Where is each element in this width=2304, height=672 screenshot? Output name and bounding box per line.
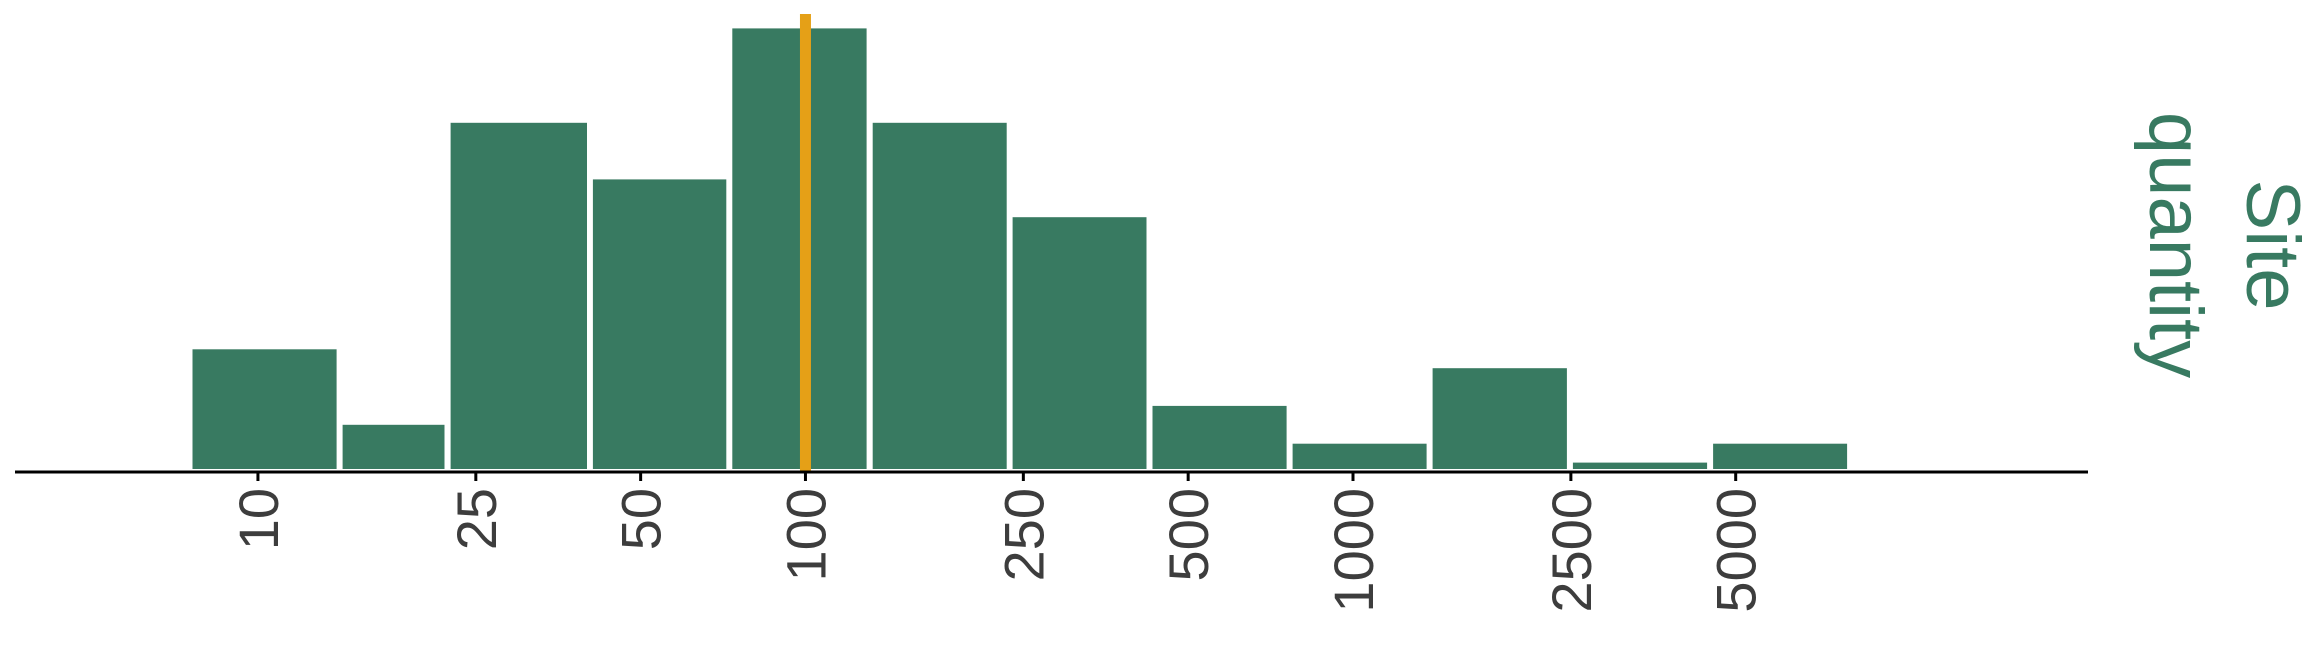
bar-9: [1432, 368, 1567, 469]
bar-6: [1012, 217, 1147, 469]
bar-0: [192, 349, 337, 469]
side-title: Site quantity: [2133, 112, 2304, 378]
x-ticks-group: 10 25 50 100 250 500 1000 2500 5000: [227, 472, 1768, 613]
bar-4: [732, 28, 867, 470]
bar-1: [342, 424, 445, 469]
bar-3: [592, 179, 727, 469]
x-tick-label: 2500: [1540, 488, 1603, 613]
bar-5: [872, 122, 1007, 470]
bar-2: [450, 122, 587, 470]
side-title-line-2: quantity: [2133, 112, 2218, 378]
x-tick-label: 10: [227, 488, 290, 550]
x-tick-label: 100: [775, 488, 838, 581]
x-tick-label: 250: [992, 488, 1055, 581]
bar-10: [1572, 462, 1708, 469]
bars-group: [192, 28, 1848, 470]
x-tick-label: 50: [610, 488, 673, 550]
side-title-line-1: Site: [2230, 180, 2304, 311]
x-tick-label: 500: [1157, 488, 1220, 581]
bar-7: [1152, 405, 1287, 469]
x-tick-label: 5000: [1705, 488, 1768, 613]
x-tick-label: 1000: [1322, 488, 1385, 613]
x-tick-label: 25: [445, 488, 508, 550]
bar-11: [1713, 443, 1848, 469]
bar-8: [1292, 443, 1427, 469]
